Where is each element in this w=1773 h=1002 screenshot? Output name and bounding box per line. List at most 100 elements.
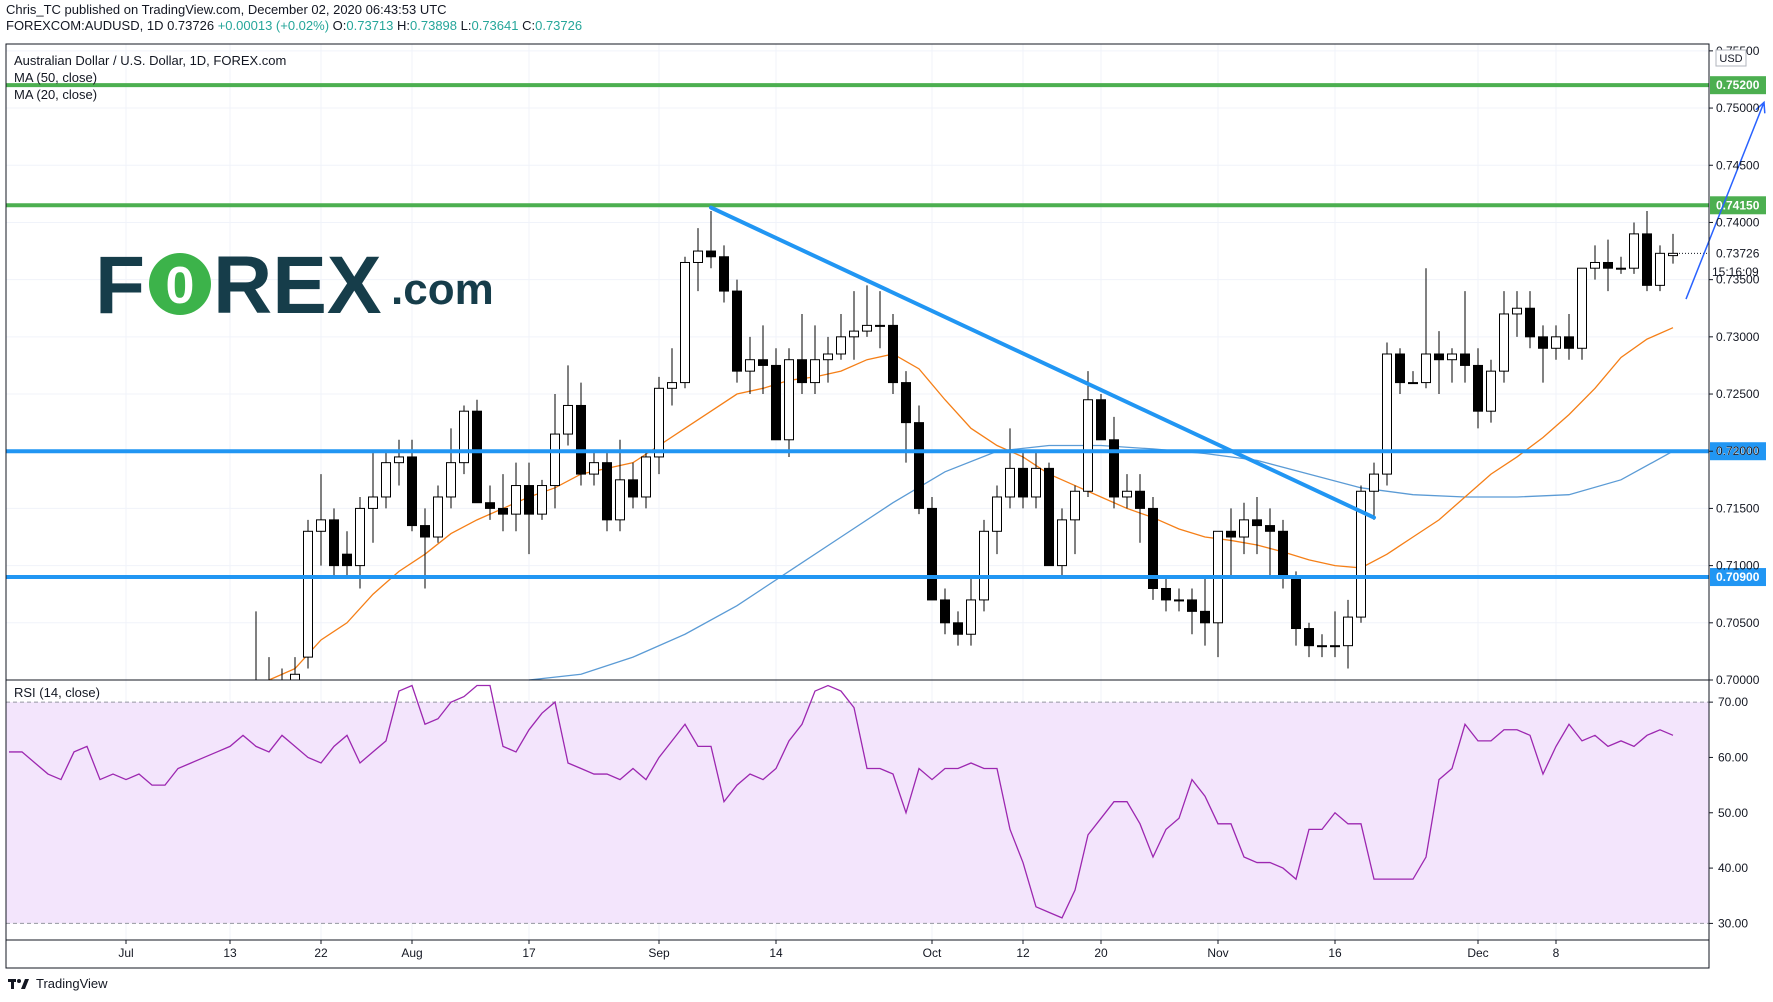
level-tag-label: 0.72000 [1716, 444, 1760, 458]
candle-body-up [1382, 353, 1392, 475]
candle-body-down [706, 250, 716, 258]
price-tick-label: 0.72500 [1716, 387, 1760, 401]
candle-body-down [797, 359, 807, 384]
candle-body-up [654, 387, 664, 458]
time-tick-label: 16 [1328, 946, 1342, 960]
candle-body-up [368, 496, 378, 509]
candle [1135, 474, 1145, 543]
footer: TradingView [8, 976, 108, 991]
logo-o-letter: 0 [166, 257, 195, 315]
candle-body-up [394, 456, 404, 464]
low-value: 0.73641 [471, 18, 519, 33]
candle [1642, 211, 1652, 292]
candle [1252, 496, 1262, 555]
candle [485, 485, 495, 520]
candle-body-down [1603, 261, 1613, 269]
candle [1187, 588, 1197, 635]
candle-body-down [1135, 490, 1145, 509]
candle [368, 451, 378, 543]
candle [1226, 508, 1236, 578]
candle [1460, 291, 1470, 383]
candle-body-up [1499, 313, 1509, 372]
candle-body-down [420, 525, 430, 538]
candle [1330, 611, 1340, 658]
level-tag [1710, 442, 1766, 461]
candle [979, 519, 989, 612]
candle-body-up [589, 462, 599, 475]
candle-body-up [745, 359, 755, 372]
level-tag-label: 0.74150 [1716, 198, 1760, 212]
candle-body-down [342, 553, 352, 567]
candle-body-up [1551, 336, 1561, 349]
candle [797, 313, 807, 395]
rsi-line [9, 684, 1674, 919]
candle-body-up [1239, 519, 1249, 538]
candle [459, 405, 469, 475]
candle-body-up [303, 530, 313, 658]
candle-body-down [940, 599, 950, 624]
candle-body-up [1083, 399, 1093, 492]
candle-body-up [1031, 467, 1041, 498]
chart-header: Chris_TC published on TradingView.com, D… [6, 2, 582, 34]
candle [1044, 462, 1054, 567]
candle-body-down [1434, 353, 1444, 361]
time-tick-label: Dec [1467, 946, 1488, 960]
candle [264, 657, 274, 680]
candle [927, 496, 937, 601]
candle [849, 291, 859, 360]
candle [992, 485, 1002, 555]
level-tag [1710, 196, 1766, 215]
candle-body-down [1642, 233, 1652, 286]
publisher-line: Chris_TC published on TradingView.com, D… [6, 2, 447, 17]
candle [1096, 394, 1106, 441]
candle-body-down [901, 382, 911, 424]
candle-body-down [1096, 399, 1106, 441]
ma50-line [528, 444, 1674, 681]
drawings [709, 100, 1766, 520]
candle-body-down [524, 485, 534, 515]
candle-body-up [966, 599, 976, 635]
candle-body-down [277, 679, 287, 680]
legend-title: Australian Dollar / U.S. Dollar, 1D, FOR… [14, 53, 286, 68]
candle [1551, 325, 1561, 360]
candle-body-down [576, 404, 586, 475]
time-tick-label: Oct [923, 946, 942, 960]
close-value: 0.73726 [535, 18, 583, 33]
price-tick-label: 0.70000 [1716, 673, 1760, 687]
candle-body-up [563, 404, 573, 435]
low-label: L: [460, 18, 472, 33]
candle [1018, 451, 1028, 509]
candle [836, 313, 846, 360]
candle-body-up [1356, 490, 1366, 618]
candle-body-down [1148, 507, 1158, 589]
candle-body-up [992, 496, 1002, 532]
tradingview-logo-icon [8, 978, 29, 989]
footer-brand: TradingView [36, 976, 108, 991]
candle [1486, 359, 1496, 423]
candle-body-up [680, 261, 690, 384]
candle-body-up [1317, 645, 1327, 648]
candle [966, 577, 976, 646]
candle-body-down [719, 256, 729, 292]
countdown: 15:16:09 [1712, 265, 1759, 279]
candle [303, 519, 313, 669]
axes: 0.70000 0.70500 0.71000 0.71500 0.72000 0.725… [5, 43, 1760, 969]
candle-body-up [355, 507, 365, 567]
candle [1629, 222, 1639, 274]
candle [1434, 331, 1444, 395]
candle [823, 336, 833, 383]
candle-body-down [1044, 467, 1054, 567]
price-tick-label: 0.72000 [1716, 444, 1760, 458]
candle-body-down [602, 462, 612, 521]
candle [771, 348, 781, 441]
candle-body-down [1252, 519, 1262, 527]
candle-body-up [1174, 599, 1184, 602]
candle-body-down [1473, 364, 1483, 412]
candle-body-up [550, 433, 560, 487]
candle-body-down [1265, 525, 1275, 532]
logo-f: F [95, 240, 145, 331]
candle-body-down [1395, 353, 1405, 384]
price-tick-label: 0.73500 [1716, 273, 1760, 287]
candle [316, 474, 326, 566]
